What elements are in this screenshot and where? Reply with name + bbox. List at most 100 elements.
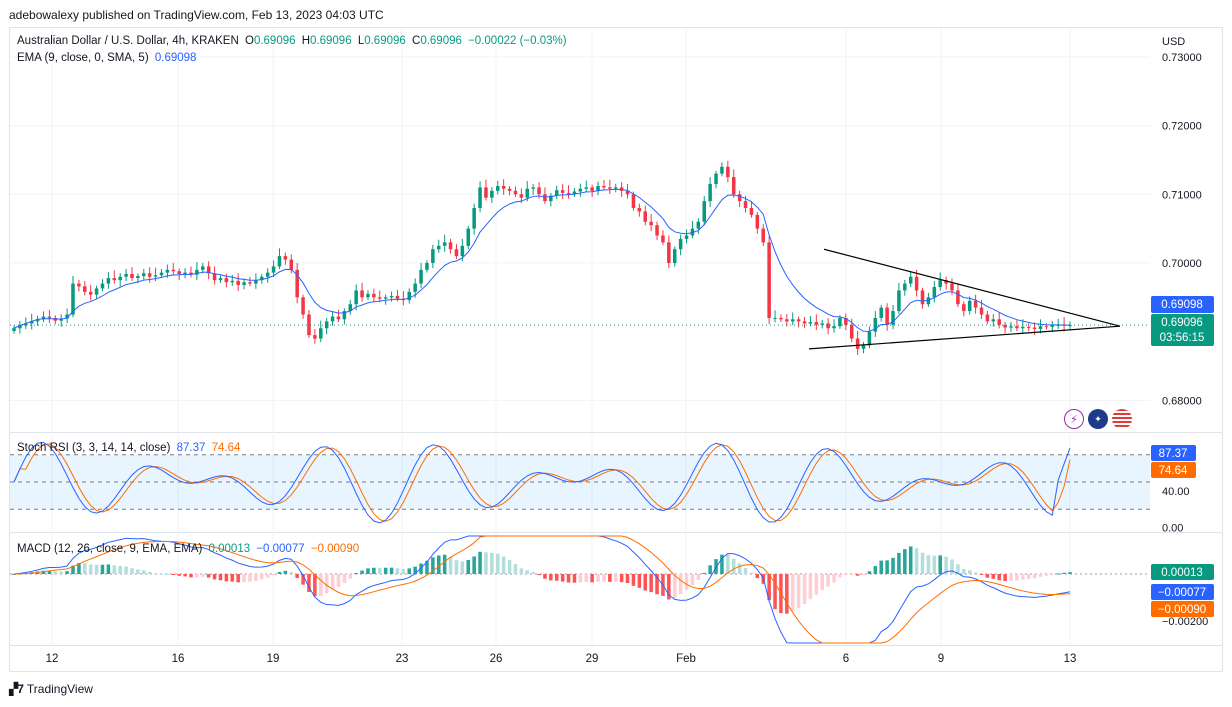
macd-hist-bar <box>867 571 872 574</box>
macd-hist-bar <box>94 564 99 574</box>
macd-hist-bar <box>177 574 181 576</box>
candle-body <box>967 300 972 312</box>
candle-body <box>507 188 512 191</box>
us-flag-icon[interactable] <box>1112 409 1132 429</box>
candle-body <box>12 328 16 331</box>
au-flag-icon[interactable]: ✦ <box>1088 409 1108 429</box>
macd-signal-badge-text: −0.00090 <box>1158 604 1206 616</box>
macd-hist-bar <box>773 574 777 610</box>
macd-hist-bar <box>696 574 701 581</box>
macd-hist-bar <box>53 571 58 574</box>
candle-body <box>678 238 683 250</box>
candle-body <box>212 273 217 281</box>
ema-label[interactable]: EMA (9, close, 0, SMA, 5) <box>17 52 149 64</box>
macd-hist-bar <box>920 552 925 574</box>
flash-icon[interactable]: ⚡ <box>1064 409 1084 429</box>
candle-body <box>608 187 612 189</box>
macd-hist-bar <box>1032 574 1037 579</box>
candle-body <box>201 266 205 270</box>
candle-body <box>295 269 299 298</box>
macd-hist-bar <box>201 574 205 577</box>
candle-body <box>855 338 860 349</box>
candle-body <box>891 311 895 325</box>
macd-hist-bar <box>206 574 211 578</box>
macd-hist-bar <box>991 574 996 579</box>
triangle-upper-line <box>823 248 1121 327</box>
candle-body <box>106 278 111 284</box>
macd-hist-bar <box>142 570 146 574</box>
candle-body <box>790 319 795 322</box>
macd-hist-bar <box>985 574 990 578</box>
candle-body <box>785 319 789 322</box>
candle-body <box>613 187 618 189</box>
macd-hist-bar <box>271 574 276 576</box>
candle-body <box>885 307 889 325</box>
candle-body <box>655 225 659 236</box>
macd-hist-bar <box>330 574 335 590</box>
candle-body <box>142 273 146 277</box>
macd-hist-bar <box>454 560 459 574</box>
macd-hist-bar <box>855 574 860 576</box>
candle-body <box>41 316 46 320</box>
candle-body <box>690 228 695 236</box>
candle-body <box>378 297 382 299</box>
symbol-label[interactable]: Australian Dollar / U.S. Dollar, 4h, KRA… <box>17 35 239 47</box>
candle-body <box>195 269 199 275</box>
y-tick-label: 0.72000 <box>1162 121 1202 133</box>
candle-body <box>254 280 258 284</box>
candle-body <box>271 266 276 273</box>
macd-hist-bar <box>472 556 476 574</box>
candle-body <box>637 208 642 212</box>
macd-hist-bar <box>596 574 600 582</box>
macd-hist-bar <box>796 574 801 608</box>
tradingview-logo-icon[interactable]: ▞7 <box>9 682 24 696</box>
candle-body <box>525 188 530 198</box>
macd-hist-bar <box>112 565 117 574</box>
candle-body <box>962 304 966 312</box>
macd-hist-bar <box>537 574 541 576</box>
candle-body <box>413 283 417 292</box>
candle-body <box>696 221 701 229</box>
candle-body <box>1044 326 1049 328</box>
ema-line <box>13 188 1071 332</box>
candle-body <box>153 275 158 277</box>
macd-hist-bar <box>619 574 624 583</box>
macd-hist-bar <box>956 564 960 574</box>
stoch-d-badge-text: 74.64 <box>1159 465 1188 477</box>
candle-body <box>661 235 665 243</box>
high-label: H <box>301 35 311 47</box>
close-value: 0.69096 <box>420 35 462 47</box>
footer-brand[interactable]: TradingView <box>26 682 93 696</box>
macd-hist-bar <box>690 574 695 585</box>
macd-hist-bar <box>1056 573 1060 575</box>
candle-body <box>861 345 866 349</box>
macd-signal-badge <box>1151 601 1214 617</box>
candle-body <box>649 221 653 226</box>
triangle-lower-line <box>808 325 1121 350</box>
candle-body <box>330 316 335 322</box>
candle-body <box>596 186 600 191</box>
macd-hist-bar <box>336 574 341 588</box>
macd-hist-bar <box>431 557 435 574</box>
macd-hist-bar <box>1026 574 1031 579</box>
x-tick-label: Feb <box>676 653 696 665</box>
candle-body <box>602 186 606 188</box>
price-legend: Australian Dollar / U.S. Dollar, 4h, KRA… <box>17 35 570 47</box>
stoch-label[interactable]: Stoch RSI (3, 3, 14, 14, close) <box>17 442 171 454</box>
macd-hist-bar <box>1021 574 1025 580</box>
x-tick-label: 9 <box>938 653 944 665</box>
close-label: C <box>412 35 421 47</box>
candle-body <box>590 187 594 191</box>
macd-line-value: −0.00077 <box>256 543 305 555</box>
candle-body <box>802 321 807 324</box>
x-tick-label: 16 <box>172 653 185 665</box>
candle-body <box>189 272 193 275</box>
macd-label[interactable]: MACD (12, 26, close, 9, EMA, EMA) <box>17 543 203 555</box>
candle-body <box>336 316 341 320</box>
candle-body <box>932 287 937 298</box>
candle-body <box>448 242 453 250</box>
candle-body <box>672 249 677 263</box>
ema-price-badge-text: 0.69098 <box>1161 299 1203 311</box>
macd-hist-bar <box>655 574 659 595</box>
